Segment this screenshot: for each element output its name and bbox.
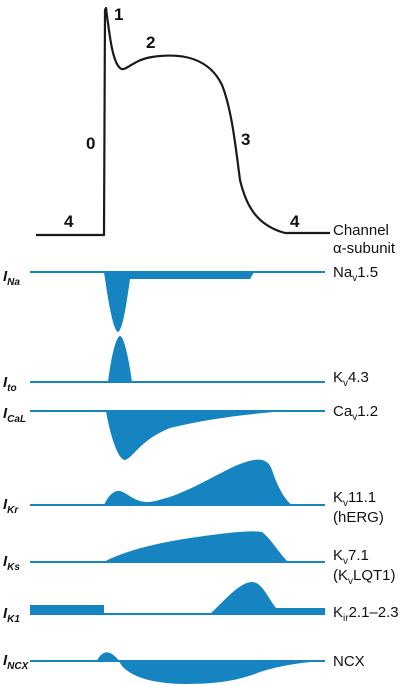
current-trace-ikr (104, 459, 292, 505)
current-trace-incx-outward (97, 652, 119, 661)
current-label-ito: Ito (3, 374, 17, 394)
phase-label-3: 3 (241, 130, 250, 149)
current-row-ikr: IKr Kv11.1 (hERG) (3, 459, 384, 526)
current-label-iks: IKs (3, 553, 20, 573)
current-row-iks: IKs Kv7.1 (KvLQT1) (3, 531, 396, 587)
channel-label-kv7-1: Kv7.1 (333, 547, 369, 567)
phase-label-1: 1 (114, 5, 123, 24)
current-row-incx: INCX NCX (3, 652, 365, 684)
channel-label-nav1-5: Nav1.5 (333, 264, 378, 284)
channel-label-herg: (hERG) (333, 509, 384, 526)
current-row-ik1: IK1 Kir2.1–2.3 (3, 582, 399, 625)
channel-label-kv11-1: Kv11.1 (333, 489, 376, 509)
action-potential-trace (36, 6, 330, 237)
current-trace-iks (104, 531, 288, 562)
channel-label-cav1-2: Cav1.2 (333, 403, 378, 423)
phase-label-2: 2 (146, 33, 155, 52)
channel-label-kv4-3: Kv4.3 (333, 369, 369, 389)
phase-label-0: 0 (86, 134, 95, 153)
current-trace-ito (108, 336, 132, 382)
current-label-ik1: IK1 (3, 605, 20, 625)
channel-header-line2: α-subunit (333, 240, 396, 257)
current-label-ina: INa (3, 268, 20, 288)
current-label-ikr: IKr (3, 496, 19, 516)
phase-label-4-end: 4 (290, 212, 300, 231)
current-trace-ical (106, 411, 285, 460)
current-row-ical: ICaL Cav1.2 (3, 403, 378, 460)
current-row-ina: INa Nav1.5 (3, 264, 378, 332)
current-trace-ik1-repol (210, 582, 325, 614)
current-trace-ik1-rest (30, 605, 104, 614)
current-row-ito: Ito Kv4.3 (3, 336, 369, 394)
channel-label-kvlqt1: (KvLQT1) (333, 567, 396, 587)
current-trace-incx-inward (119, 661, 325, 684)
phase-label-4-start: 4 (64, 212, 74, 231)
current-label-incx: INCX (3, 652, 30, 672)
current-trace-ina (104, 272, 254, 332)
current-label-ical: ICaL (3, 405, 26, 425)
channel-label-ncx: NCX (333, 653, 365, 670)
channel-header-line1: Channel (333, 222, 389, 239)
channel-label-kir2: Kir2.1–2.3 (333, 604, 399, 624)
